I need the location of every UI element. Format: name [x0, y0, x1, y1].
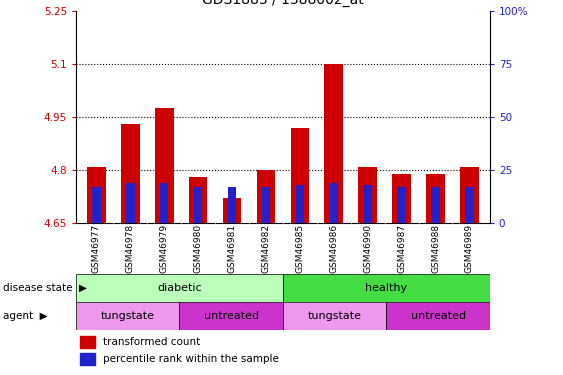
- Bar: [194, 187, 202, 223]
- Text: GSM46981: GSM46981: [227, 224, 236, 273]
- Bar: [431, 187, 440, 223]
- Text: GSM46988: GSM46988: [431, 224, 440, 273]
- Bar: [228, 187, 236, 223]
- Bar: [283, 274, 490, 302]
- Bar: [257, 170, 275, 223]
- Bar: [155, 108, 173, 223]
- Bar: [80, 336, 95, 348]
- Text: agent  ▶: agent ▶: [3, 311, 47, 321]
- Text: GSM46978: GSM46978: [126, 224, 135, 273]
- Bar: [76, 302, 180, 330]
- Text: GSM46989: GSM46989: [465, 224, 474, 273]
- Bar: [386, 302, 490, 330]
- Text: GSM46985: GSM46985: [296, 224, 305, 273]
- Text: untreated: untreated: [204, 311, 259, 321]
- Bar: [359, 166, 377, 223]
- Text: disease state  ▶: disease state ▶: [3, 283, 87, 293]
- Text: GSM46990: GSM46990: [363, 224, 372, 273]
- Bar: [397, 187, 406, 223]
- Text: GSM46979: GSM46979: [160, 224, 169, 273]
- Bar: [324, 64, 343, 223]
- Bar: [87, 166, 106, 223]
- Bar: [329, 183, 338, 223]
- Text: GSM46987: GSM46987: [397, 224, 406, 273]
- Text: tungstate: tungstate: [307, 311, 361, 321]
- Bar: [364, 185, 372, 223]
- Title: GDS1883 / 1388002_at: GDS1883 / 1388002_at: [202, 0, 364, 8]
- Text: healthy: healthy: [365, 283, 408, 293]
- Text: tungstate: tungstate: [101, 311, 155, 321]
- Bar: [80, 353, 95, 365]
- Text: untreated: untreated: [410, 311, 466, 321]
- Bar: [296, 185, 304, 223]
- Bar: [223, 198, 242, 223]
- Text: GSM46977: GSM46977: [92, 224, 101, 273]
- Text: transformed count: transformed count: [103, 337, 200, 347]
- Bar: [465, 187, 473, 223]
- Bar: [460, 166, 479, 223]
- Bar: [92, 187, 101, 223]
- Bar: [426, 174, 445, 223]
- Bar: [262, 187, 270, 223]
- Bar: [291, 128, 309, 223]
- Bar: [126, 183, 135, 223]
- Text: GSM46986: GSM46986: [329, 224, 338, 273]
- Text: GSM46982: GSM46982: [261, 224, 270, 273]
- Text: percentile rank within the sample: percentile rank within the sample: [103, 354, 279, 364]
- Bar: [392, 174, 411, 223]
- Bar: [121, 124, 140, 223]
- Bar: [189, 177, 207, 223]
- Bar: [160, 183, 168, 223]
- Bar: [76, 274, 283, 302]
- Bar: [283, 302, 386, 330]
- Text: diabetic: diabetic: [157, 283, 202, 293]
- Bar: [180, 302, 283, 330]
- Text: GSM46980: GSM46980: [194, 224, 203, 273]
